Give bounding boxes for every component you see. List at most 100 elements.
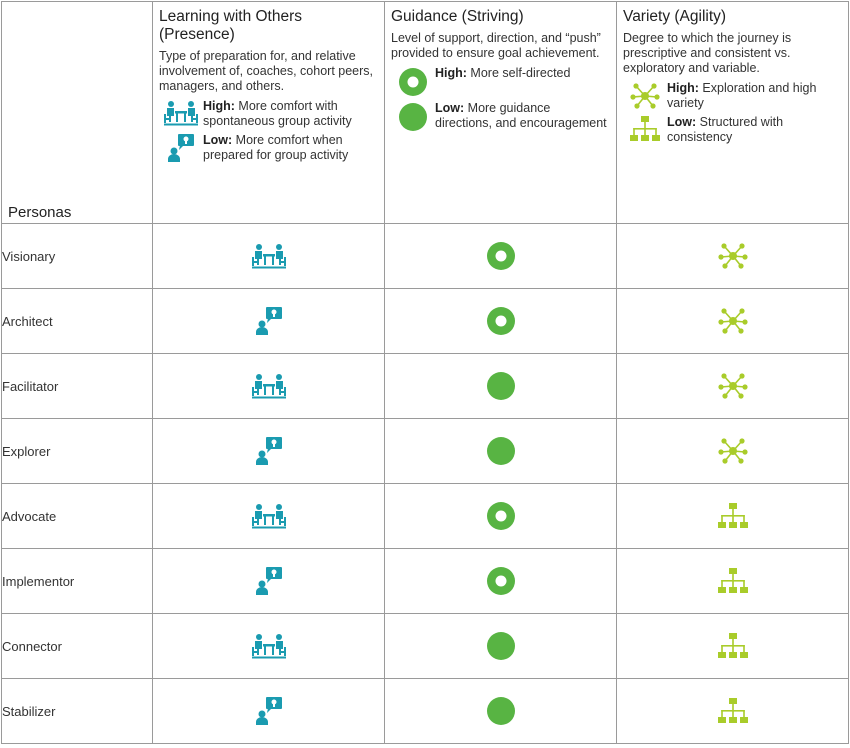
legend-item-high: High: Exploration and high variety xyxy=(623,81,842,111)
presence-cell xyxy=(152,418,385,484)
presence-cell xyxy=(152,483,385,549)
ring-circle-icon xyxy=(486,307,516,335)
variety-cell xyxy=(616,678,849,744)
ring-circle-icon xyxy=(391,66,435,97)
group-meeting-icon xyxy=(251,244,286,269)
guidance-cell xyxy=(384,288,617,354)
guidance-cell xyxy=(384,678,617,744)
ring-circle-icon xyxy=(486,502,516,530)
legend-level: Low: xyxy=(435,101,465,115)
network-icon xyxy=(717,373,748,399)
legend-text: More guidance directions, and encouragem… xyxy=(435,101,607,130)
persona-name: Stabilizer xyxy=(1,678,153,744)
table-row: Advocate xyxy=(1,483,849,549)
legend-level: High: xyxy=(435,66,467,80)
solid-circle-icon xyxy=(486,697,516,725)
presence-cell xyxy=(152,678,385,744)
column-description: Degree to which the journey is prescript… xyxy=(623,31,792,75)
table-row: Facilitator xyxy=(1,353,849,419)
legend-text: More comfort with spontaneous group acti… xyxy=(203,99,352,128)
guidance-cell xyxy=(384,353,617,419)
column-title: Variety (Agility) xyxy=(623,8,727,25)
ring-circle-icon xyxy=(486,567,516,595)
network-icon xyxy=(717,243,748,269)
persona-name: Facilitator xyxy=(1,353,153,419)
variety-header-cell: Variety (Agility) Degree to which the jo… xyxy=(616,1,849,224)
guidance-cell xyxy=(384,418,617,484)
presence-cell xyxy=(152,353,385,419)
legend-item-low: Low: More guidance directions, and encou… xyxy=(391,101,610,132)
legend-item-low: Low: More comfort when prepared for grou… xyxy=(159,133,378,163)
column-title: Guidance (Striving) xyxy=(391,8,524,25)
persona-name: Explorer xyxy=(1,418,153,484)
persona-name: Visionary xyxy=(1,223,153,289)
guidance-cell xyxy=(384,483,617,549)
presence-cell xyxy=(152,288,385,354)
persona-name: Advocate xyxy=(1,483,153,549)
legend-text: Structured with consistency xyxy=(667,115,784,144)
persona-name: Implementor xyxy=(1,548,153,614)
table-row: Connector xyxy=(1,613,849,679)
legend-level: High: xyxy=(667,81,699,95)
variety-cell xyxy=(616,288,849,354)
personas-header: Personas xyxy=(8,204,72,221)
variety-cell xyxy=(616,548,849,614)
presence-cell xyxy=(152,223,385,289)
group-meeting-icon xyxy=(251,634,286,659)
variety-cell xyxy=(616,483,849,549)
presenter-icon xyxy=(255,307,282,335)
presence-header-cell: Learning with Others (Presence) Type of … xyxy=(152,1,385,224)
guidance-cell xyxy=(384,613,617,679)
legend-level: Low: xyxy=(203,133,233,147)
legend-level: Low: xyxy=(667,115,697,129)
solid-circle-icon xyxy=(486,372,516,400)
presenter-icon xyxy=(255,567,282,595)
network-icon xyxy=(717,438,748,464)
presence-cell xyxy=(152,548,385,614)
group-meeting-icon xyxy=(251,504,286,529)
legend-item-low: Low: Structured with consistency xyxy=(623,115,842,145)
variety-cell xyxy=(616,223,849,289)
solid-circle-icon xyxy=(486,632,516,660)
table-row: Architect xyxy=(1,288,849,354)
table-row: Implementor xyxy=(1,548,849,614)
legend-text: More self-directed xyxy=(470,66,571,80)
table-row: Explorer xyxy=(1,418,849,484)
header-row: Personas Learning with Others (Presence)… xyxy=(1,1,849,224)
guidance-cell xyxy=(384,223,617,289)
persona-name: Architect xyxy=(1,288,153,354)
variety-cell xyxy=(616,418,849,484)
group-meeting-icon xyxy=(251,374,286,399)
column-title: Learning with Others (Presence) xyxy=(159,8,303,43)
column-description: Type of preparation for, and relative in… xyxy=(159,49,374,93)
legend-item-high: High: More comfort with spontaneous grou… xyxy=(159,99,378,129)
hierarchy-icon xyxy=(623,115,667,142)
legend-item-high: High: More self-directed xyxy=(391,66,610,97)
hierarchy-icon xyxy=(717,503,748,528)
guidance-cell xyxy=(384,548,617,614)
variety-cell xyxy=(616,613,849,679)
hierarchy-icon xyxy=(717,633,748,658)
solid-circle-icon xyxy=(486,437,516,465)
personas-header-cell: Personas xyxy=(1,1,153,224)
group-meeting-icon xyxy=(159,99,203,126)
persona-name: Connector xyxy=(1,613,153,679)
table-row: Stabilizer xyxy=(1,678,849,744)
column-description: Level of support, direction, and “push” … xyxy=(391,31,601,60)
variety-cell xyxy=(616,353,849,419)
presenter-icon xyxy=(255,437,282,465)
legend-level: High: xyxy=(203,99,235,113)
guidance-header-cell: Guidance (Striving) Level of support, di… xyxy=(384,1,617,224)
legend-text: More comfort when prepared for group act… xyxy=(203,133,349,162)
network-icon xyxy=(623,81,667,110)
presenter-icon xyxy=(159,133,203,162)
hierarchy-icon xyxy=(717,568,748,593)
legend-text: Exploration and high variety xyxy=(667,81,817,110)
network-icon xyxy=(717,308,748,334)
solid-circle-icon xyxy=(391,101,435,132)
presence-cell xyxy=(152,613,385,679)
ring-circle-icon xyxy=(486,242,516,270)
table-row: Visionary xyxy=(1,223,849,289)
presenter-icon xyxy=(255,697,282,725)
